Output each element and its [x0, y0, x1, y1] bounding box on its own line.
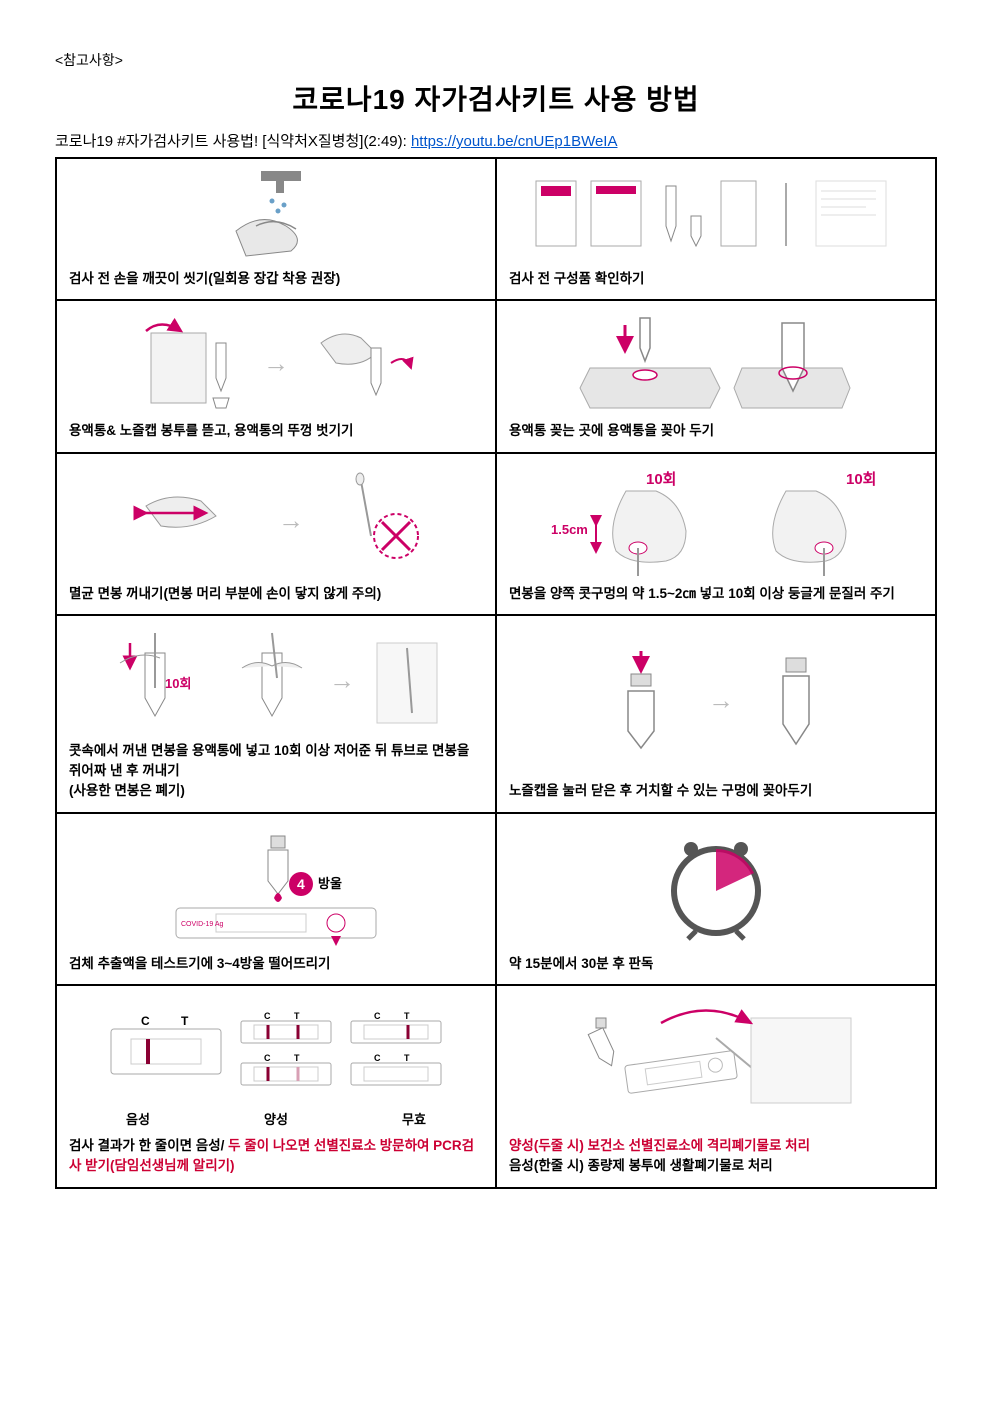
open-pouch-icon — [131, 313, 251, 413]
device-label: COVID-19 Ag — [181, 921, 224, 928]
svg-text:T: T — [404, 1011, 410, 1021]
step-7-illustration: 10회 → — [69, 624, 483, 741]
step-3: → 용액통& 노즐캡 봉투를 뜯고, 용액통의 뚜껑 벗기기 — [56, 300, 496, 452]
step-8-caption: 노즐캡을 눌러 닫은 후 거치할 수 있는 구멍에 꽂아두기 — [509, 781, 923, 801]
step-7: 10회 → 콧속에서 꺼낸 면봉을 용액통에 넣고 10회 이상 저어준 뒤 튜… — [56, 615, 496, 813]
drops-suffix: 방울 — [318, 876, 342, 891]
result-labels-row: 음성 양성 무효 — [69, 1109, 483, 1128]
arrow-icon: → — [278, 505, 304, 536]
subtitle: 코로나19 #자가검사키트 사용법! [식약처X질병청](2:49): http… — [55, 130, 937, 151]
step-9-caption: 검체 추출액을 테스트기에 3~4방울 떨어뜨리기 — [69, 954, 483, 974]
tube-placed-icon — [732, 313, 852, 413]
step-6-caption: 면봉을 양쪽 콧구멍의 약 1.5~2㎝ 넣고 10회 이상 둥글게 문질러 주… — [509, 584, 923, 604]
count-label-1: 10회 — [646, 471, 677, 488]
clock-icon — [656, 831, 776, 941]
tube-down-icon — [580, 313, 720, 413]
step-10-illustration — [509, 822, 923, 954]
kit-components-icon — [526, 171, 906, 261]
step-1-illustration — [69, 167, 483, 269]
step-2: 검사 전 구성품 확인하기 — [496, 158, 936, 300]
step-8-illustration: → — [509, 624, 923, 782]
cap12a: 양성(두줄 시) 보건소 선별진료소에 격리폐기물로 처리 — [509, 1138, 810, 1153]
drops-number: 4 — [297, 876, 305, 892]
step-4: 용액통 꽂는 곳에 용액통을 꽂아 두기 — [496, 300, 936, 452]
page-title: 코로나19 자가검사키트 사용 방법 — [55, 78, 937, 118]
step-2-illustration — [509, 167, 923, 269]
open-swab-icon — [116, 471, 266, 571]
push-cap-icon — [586, 646, 696, 756]
step-12-illustration — [509, 994, 923, 1116]
step-2-caption: 검사 전 구성품 확인하기 — [509, 269, 923, 289]
result-positive-1-icon: CT — [236, 1010, 336, 1046]
nose-swab-icon: 10회 10회 1.5cm — [536, 466, 896, 576]
wash-hands-icon — [206, 171, 346, 261]
stir-tube-icon: 10회 — [105, 628, 215, 733]
disposal-icon — [566, 998, 866, 1108]
reference-label: <참고사항> — [55, 50, 937, 70]
step-10-caption: 약 15분에서 30분 후 판독 — [509, 954, 923, 974]
step-4-illustration — [509, 309, 923, 421]
capped-tube-icon — [746, 646, 846, 756]
step-12: 양성(두줄 시) 보건소 선별진료소에 격리폐기물로 처리 음성(한줄 시) 종… — [496, 985, 936, 1188]
result-invalid-2-icon: CT — [346, 1052, 446, 1088]
depth-label: 1.5cm — [551, 522, 588, 537]
cap11a: 검사 결과가 한 줄이면 음성/ — [69, 1138, 228, 1153]
step-5-illustration: → — [69, 462, 483, 584]
arrow-icon: → — [708, 685, 734, 716]
count-label-2: 10회 — [846, 471, 877, 488]
result-negative-icon: C T — [106, 1009, 226, 1089]
step-11: C T CT CT — [56, 985, 496, 1188]
svg-text:C: C — [264, 1053, 271, 1063]
instruction-grid: 검사 전 손을 깨끗이 씻기(일회용 장갑 착용 권장) 검사 전 구성품 확인… — [55, 157, 937, 1189]
step-3-illustration: → — [69, 309, 483, 421]
svg-text:T: T — [294, 1053, 300, 1063]
step-1-caption: 검사 전 손을 깨끗이 씻기(일회용 장갑 착용 권장) — [69, 269, 483, 289]
step-8: → 노즐캡을 눌러 닫은 후 거치할 수 있는 구멍에 꽂아두기 — [496, 615, 936, 813]
svg-text:T: T — [404, 1053, 410, 1063]
step-5-caption: 멸균 면봉 꺼내기(면봉 머리 부분에 손이 닿지 않게 주의) — [69, 584, 483, 604]
result-positive-2-icon: CT — [236, 1052, 336, 1088]
stir-count: 10회 — [165, 676, 191, 691]
video-link[interactable]: https://youtu.be/cnUEp1BWeIA — [411, 133, 618, 150]
result-invalid-1-icon: CT — [346, 1010, 446, 1046]
step-7-caption: 콧속에서 꺼낸 면봉을 용액통에 넣고 10회 이상 저어준 뒤 튜브로 면봉을… — [69, 741, 483, 802]
arrow-icon: → — [263, 348, 289, 379]
c-label: C — [141, 1014, 150, 1028]
step-11-illustration: C T CT CT — [69, 994, 483, 1136]
drop-test-icon: 4 방울 COVID-19 Ag — [146, 826, 406, 946]
step-11-caption: 검사 결과가 한 줄이면 음성/ 두 줄이 나오면 선별진료소 방문하여 PCR… — [69, 1136, 483, 1177]
cap12b: 음성(한줄 시) 종량제 봉투에 생활폐기물로 처리 — [509, 1158, 773, 1173]
step-9: 4 방울 COVID-19 Ag 검체 추출액을 테스트기에 3~4방울 떨어뜨… — [56, 813, 496, 985]
label-positive: 양성 — [264, 1109, 288, 1128]
step-1: 검사 전 손을 깨끗이 씻기(일회용 장갑 착용 권장) — [56, 158, 496, 300]
step-12-caption: 양성(두줄 시) 보건소 선별진료소에 격리폐기물로 처리 음성(한줄 시) 종… — [509, 1116, 923, 1177]
step-6-illustration: 10회 10회 1.5cm — [509, 462, 923, 584]
step-10: 약 15분에서 30분 후 판독 — [496, 813, 936, 985]
label-invalid: 무효 — [402, 1109, 426, 1128]
svg-text:T: T — [294, 1011, 300, 1021]
step-6: 10회 10회 1.5cm 면봉을 양쪽 콧구멍의 약 1.5~2㎝ 넣고 10… — [496, 453, 936, 615]
svg-text:C: C — [264, 1011, 271, 1021]
subtitle-text: 코로나19 #자가검사키트 사용법! [식약처X질병청](2:49): — [55, 133, 411, 150]
svg-text:C: C — [374, 1053, 381, 1063]
svg-text:C: C — [374, 1011, 381, 1021]
remove-cap-icon — [301, 313, 421, 413]
t-label: T — [181, 1014, 189, 1028]
swab-warning-icon — [316, 471, 436, 571]
step-5: → 멸균 면봉 꺼내기(면봉 머리 부분에 손이 닿지 않게 주의) — [56, 453, 496, 615]
step-9-illustration: 4 방울 COVID-19 Ag — [69, 822, 483, 954]
squeeze-tube-icon — [227, 628, 317, 733]
step-4-caption: 용액통 꽂는 곳에 용액통을 꽂아 두기 — [509, 421, 923, 441]
arrow-icon: → — [329, 665, 355, 696]
label-negative: 음성 — [126, 1109, 150, 1128]
step-3-caption: 용액통& 노즐캡 봉투를 뜯고, 용액통의 뚜껑 벗기기 — [69, 421, 483, 441]
dispose-swab-icon — [367, 628, 447, 733]
